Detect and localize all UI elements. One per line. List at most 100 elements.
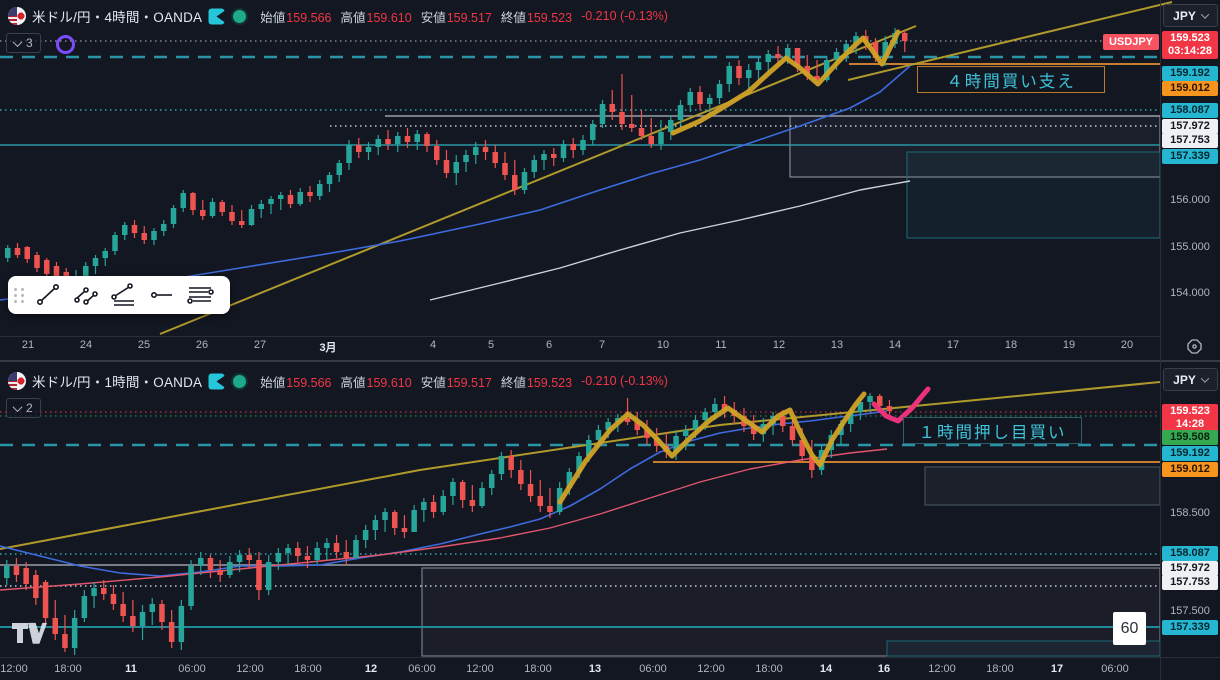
price-label: 159.192 (1162, 66, 1218, 81)
time-tick: 14 (888, 339, 902, 351)
bar-index-badge: 60 (1113, 612, 1146, 645)
time-tick: 12:00 (0, 663, 28, 675)
price-label: 155.000 (1170, 241, 1210, 253)
time-tick: 18 (1004, 339, 1018, 351)
trend-line-icon[interactable] (31, 280, 65, 310)
time-tick: 06:00 (639, 663, 667, 675)
indicators-count: 3 (26, 36, 33, 50)
chevron-down-icon (1200, 373, 1210, 383)
time-tick: 12:00 (928, 663, 956, 675)
zone-box[interactable] (924, 466, 1161, 506)
time-tick: 13 (588, 663, 602, 675)
trend-line[interactable] (847, 1, 1173, 81)
low-value: 159.517 (446, 10, 492, 25)
usdjpy-flag-icon (8, 372, 26, 390)
change-readout: -0.210 (-0.13%) (581, 374, 668, 388)
change-readout: -0.210 (-0.13%) (581, 9, 668, 23)
time-tick: 10 (656, 339, 670, 351)
high-label: 高値 (340, 10, 366, 25)
time-tick: 12:00 (236, 663, 264, 675)
parallel-channel-icon[interactable] (69, 280, 103, 310)
chevron-down-icon (12, 36, 23, 47)
ma-slow-pink (0, 448, 888, 591)
horizontal-ray-icon[interactable] (145, 280, 179, 310)
time-tick: 5 (487, 339, 495, 351)
high-label: 高値 (340, 375, 366, 390)
indicators-count-badge-4h[interactable]: 3 (6, 33, 41, 53)
indicators-count: 2 (26, 401, 33, 415)
panel-usdjpy-4h[interactable] (0, 1, 1173, 335)
currency-label: JPY (1173, 372, 1196, 387)
ohlc-readout: 始値159.566 高値159.610 安値159.517 終値159.523 … (260, 7, 668, 26)
time-tick: 6 (545, 339, 553, 351)
pullback-buy-check[interactable] (871, 386, 931, 424)
close-value: 159.523 (526, 375, 573, 390)
zigzag-projection[interactable] (670, 29, 901, 136)
trend-line[interactable] (159, 25, 917, 335)
close-value: 159.523 (526, 10, 573, 25)
time-tick: 3月 (319, 342, 337, 354)
panel-usdjpy-1h[interactable] (0, 381, 1161, 657)
horizontal-lines-icon[interactable] (183, 280, 217, 310)
drag-handle-icon[interactable] (14, 287, 25, 303)
chevron-down-icon (12, 401, 23, 412)
price-label: 159.012 (1162, 462, 1218, 477)
time-tick: 18:00 (755, 663, 783, 675)
time-tick: 12 (364, 663, 378, 675)
price-label: 157.753 (1162, 133, 1218, 148)
time-tick: 19 (1062, 339, 1076, 351)
time-tick: 12 (772, 339, 786, 351)
usdjpy-flag-icon (8, 7, 26, 25)
panel-4h-header: 米ドル/円・4時間・OANDA 始値159.566 高値159.610 安値15… (8, 6, 668, 26)
price-label: 159.508 (1162, 430, 1218, 445)
low-label: 安値 (420, 10, 446, 25)
drawing-toolbar[interactable] (8, 276, 230, 314)
open-label: 始値 (260, 10, 286, 25)
chevron-down-icon (1200, 9, 1210, 19)
zone-box[interactable] (906, 151, 1161, 239)
high-value: 159.610 (366, 375, 412, 390)
panel-1h-title[interactable]: 米ドル/円・1時間・OANDA (32, 375, 203, 390)
time-tick: 18:00 (294, 663, 322, 675)
panel-divider[interactable] (0, 360, 1220, 362)
zigzag-projection[interactable] (557, 391, 867, 505)
low-value: 159.517 (446, 375, 492, 390)
trend-line[interactable] (0, 381, 1161, 550)
open-label: 始値 (260, 375, 286, 390)
time-tick: 18:00 (54, 663, 82, 675)
time-tick: 13 (830, 339, 844, 351)
time-tick: 24 (79, 339, 93, 351)
currency-selector-4h[interactable]: JPY (1163, 4, 1218, 27)
time-tick: 12:00 (466, 663, 494, 675)
gear-icon[interactable] (1186, 338, 1203, 355)
time-tick: 14 (819, 663, 833, 675)
currency-selector-1h[interactable]: JPY (1163, 368, 1218, 391)
axis-separator-bottom (0, 657, 1220, 658)
low-label: 安値 (420, 375, 446, 390)
open-value: 159.566 (286, 375, 332, 390)
price-label: 157.339 (1162, 149, 1218, 164)
time-tick: 11 (125, 663, 137, 675)
annotation-1h-dip-buy[interactable]: １時間押し目買い (903, 417, 1082, 444)
tradingview-logo[interactable] (10, 620, 50, 648)
high-value: 159.610 (366, 10, 412, 25)
indicators-count-badge-1h[interactable]: 2 (6, 398, 41, 418)
symbol-price-badge: USDJPY (1103, 34, 1159, 50)
price-label: 158.500 (1170, 507, 1210, 519)
broker-logo-icon (208, 8, 226, 24)
fib-retracement-icon[interactable] (107, 280, 141, 310)
axis-separator-top (0, 336, 1160, 337)
price-scale-border (1160, 0, 1161, 680)
time-tick: 12:00 (697, 663, 725, 675)
indicator-sync-icon[interactable] (56, 35, 75, 54)
panel-1h-header: 米ドル/円・1時間・OANDA 始値159.566 高値159.610 安値15… (8, 371, 668, 391)
panel-4h-title[interactable]: 米ドル/円・4時間・OANDA (32, 10, 203, 25)
ma-fast-blue (0, 65, 911, 301)
time-tick: 4 (429, 339, 437, 351)
time-tick: 25 (137, 339, 151, 351)
annotation-4h-buy-support[interactable]: ４時間買い支え (917, 66, 1105, 93)
price-label: 154.000 (1170, 287, 1210, 299)
time-tick: 17 (946, 339, 960, 351)
price-label: 157.972 (1162, 119, 1218, 134)
